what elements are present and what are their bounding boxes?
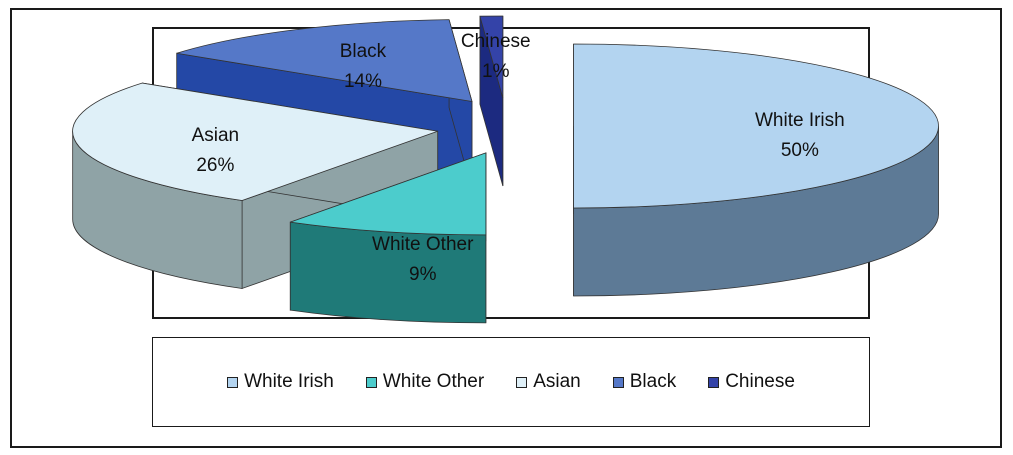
legend-label-chinese: Chinese [725,371,795,393]
slice-percent-chinese: 1% [482,61,510,82]
legend-label-black: Black [630,371,676,393]
pie-slice-white-irish [574,44,939,296]
legend-swatch-black [613,377,624,388]
slice-label-black: Black [340,41,387,62]
legend-item-chinese: Chinese [708,371,795,393]
legend-swatch-asian [516,377,527,388]
legend-item-black: Black [613,371,676,393]
slice-percent-asian: 26% [196,155,234,176]
slice-percent-white-irish: 50% [781,140,819,161]
legend-label-asian: Asian [533,371,581,393]
slice-percent-black: 14% [344,71,382,92]
legend-label-white-other: White Other [383,371,484,393]
legend-item-white-other: White Other [366,371,484,393]
slice-label-asian: Asian [192,125,240,146]
legend-item-white-irish: White Irish [227,371,334,393]
slice-label-chinese: Chinese [461,31,531,52]
slice-label-white-other: White Other [372,234,474,255]
legend-label-white-irish: White Irish [244,371,334,393]
legend-swatch-white-other [366,377,377,388]
legend-swatch-white-irish [227,377,238,388]
legend-swatch-chinese [708,377,719,388]
slice-percent-white-other: 9% [409,264,437,285]
legend-item-asian: Asian [516,371,581,393]
slice-label-white-irish: White Irish [755,110,845,131]
legend: White Irish White Other Asian Black Chinese [152,337,870,427]
